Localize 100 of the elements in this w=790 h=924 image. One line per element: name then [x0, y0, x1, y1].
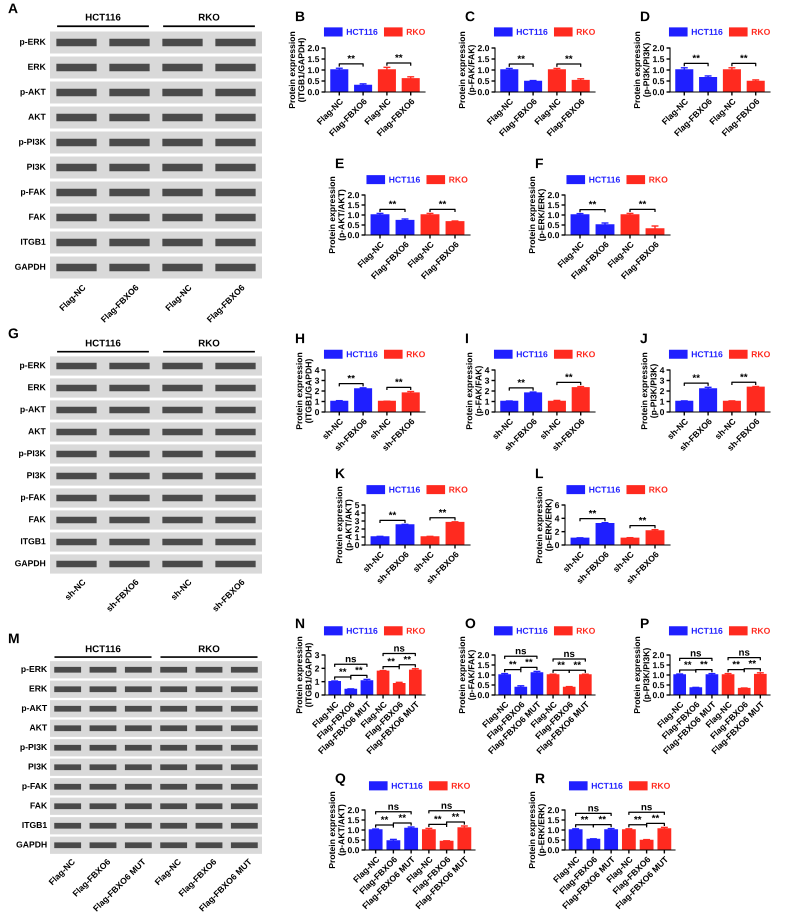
chart-title: N — [296, 618, 304, 628]
bar — [446, 221, 464, 235]
bar — [572, 80, 590, 92]
annotation: ** — [732, 660, 740, 665]
y-tick-label: 0 — [354, 542, 360, 548]
y-tick-label: 1.0 — [548, 212, 560, 218]
annotation: ** — [634, 816, 642, 820]
legend-label: HCT116 — [389, 176, 420, 183]
bar — [548, 69, 566, 92]
bar — [578, 674, 592, 695]
bar — [568, 829, 583, 850]
y-tick-label: 1.5 — [653, 56, 664, 62]
y-tick-label: 2.0 — [652, 652, 664, 658]
y-tick-label: 4 — [554, 516, 560, 522]
y-tick-label: 1.0 — [308, 67, 320, 74]
y-tick-label: 2 — [660, 388, 664, 394]
chart-title: P — [640, 618, 649, 628]
y-tick-label: 2 — [354, 526, 360, 532]
bar — [446, 522, 464, 545]
bar — [328, 680, 342, 695]
y-axis-title: Protein expression (p-PI3K/PI3K) — [634, 32, 652, 108]
y-tick-label: 1.0 — [653, 672, 664, 678]
annotation: ** — [347, 55, 355, 59]
text: HCT116 — [692, 628, 722, 634]
legend-label: RKO — [576, 628, 595, 634]
annotation: ** — [388, 512, 396, 516]
y-tick-label: 1.5 — [478, 56, 490, 62]
category-label: p-PI3K — [19, 450, 46, 458]
bar — [404, 828, 418, 850]
chart-title: L — [536, 468, 544, 478]
category-label: ITGB1 — [20, 538, 46, 544]
annotation: ** — [434, 816, 442, 820]
annotation: ** — [525, 658, 533, 662]
chart-title: E — [336, 158, 344, 168]
bar — [354, 84, 372, 92]
annotation: ** — [652, 814, 660, 818]
annotation: ** — [588, 510, 596, 514]
legend-label: HCT116 — [346, 351, 378, 358]
y-tick-label: 1.0 — [478, 672, 490, 678]
annotation: ** — [508, 660, 517, 665]
bar — [699, 77, 718, 92]
y-tick-label: 0.5 — [652, 78, 664, 84]
bar — [640, 840, 654, 850]
annotation: ns — [690, 651, 702, 656]
bar — [370, 214, 390, 235]
bar — [500, 69, 518, 92]
y-axis-title: Protein expression (ITGB1/GAPDH) — [288, 32, 306, 108]
category-label: PI3K — [28, 763, 48, 770]
y-axis-title: Protein expression (ITGB1/GAPDH) — [296, 352, 314, 430]
y-tick-label: 2 — [484, 388, 490, 394]
y-tick-label: 2.0 — [308, 45, 320, 52]
annotation: ** — [684, 661, 692, 665]
annotation: ** — [740, 54, 748, 58]
y-tick-label: 0.0 — [548, 847, 560, 854]
bar — [622, 829, 636, 850]
text: RKO — [198, 645, 220, 652]
y-tick-label: 2.0 — [348, 807, 360, 814]
annotation: ** — [557, 661, 565, 666]
category-label: PI3K — [27, 472, 46, 478]
category-label: p-ERK — [21, 666, 48, 674]
y-tick-label: 0 — [660, 409, 664, 416]
annotation: ns — [564, 652, 574, 658]
legend-label: RKO — [752, 351, 770, 358]
y-axis-title: Protein expression (p-ERK/ERK) — [528, 176, 546, 254]
y-axis-title: Protein expression (p-FAK/FAK) — [466, 352, 484, 430]
text: RKO — [198, 340, 220, 346]
category-label: p-AKT — [20, 88, 46, 97]
text: ns — [516, 648, 526, 654]
bar — [675, 69, 694, 92]
chart-title: I — [466, 334, 468, 344]
bar — [408, 670, 422, 695]
text: M — [8, 634, 19, 644]
category-label: ERK — [28, 384, 46, 390]
chart-title: O — [466, 618, 476, 628]
y-tick-label: 3 — [354, 518, 360, 524]
annotation: ** — [638, 516, 646, 521]
text: RKO — [198, 14, 220, 21]
category-label: AKT — [30, 724, 48, 730]
bar — [754, 674, 767, 695]
bar — [330, 69, 348, 92]
text: HCT116 — [86, 14, 120, 21]
chart-title: K — [336, 468, 345, 478]
bar — [722, 69, 741, 92]
annotation: ** — [588, 200, 596, 205]
bar — [596, 522, 614, 545]
bar — [524, 80, 542, 92]
text: A — [8, 4, 18, 14]
category-label: p-FAK — [20, 188, 46, 197]
y-tick-label: 1.5 — [548, 202, 560, 208]
bar — [376, 670, 390, 695]
chart-title: C — [466, 11, 475, 22]
y-tick-label: 1 — [355, 534, 360, 540]
y-tick-label: 4 — [484, 367, 490, 374]
bar — [420, 214, 440, 235]
y-tick-label: 0 — [314, 409, 320, 416]
y-tick-label: 1.5 — [548, 817, 560, 824]
annotation: ** — [452, 813, 460, 817]
bar — [378, 400, 396, 412]
y-tick-label: 2.0 — [548, 807, 560, 814]
bar — [746, 386, 765, 412]
